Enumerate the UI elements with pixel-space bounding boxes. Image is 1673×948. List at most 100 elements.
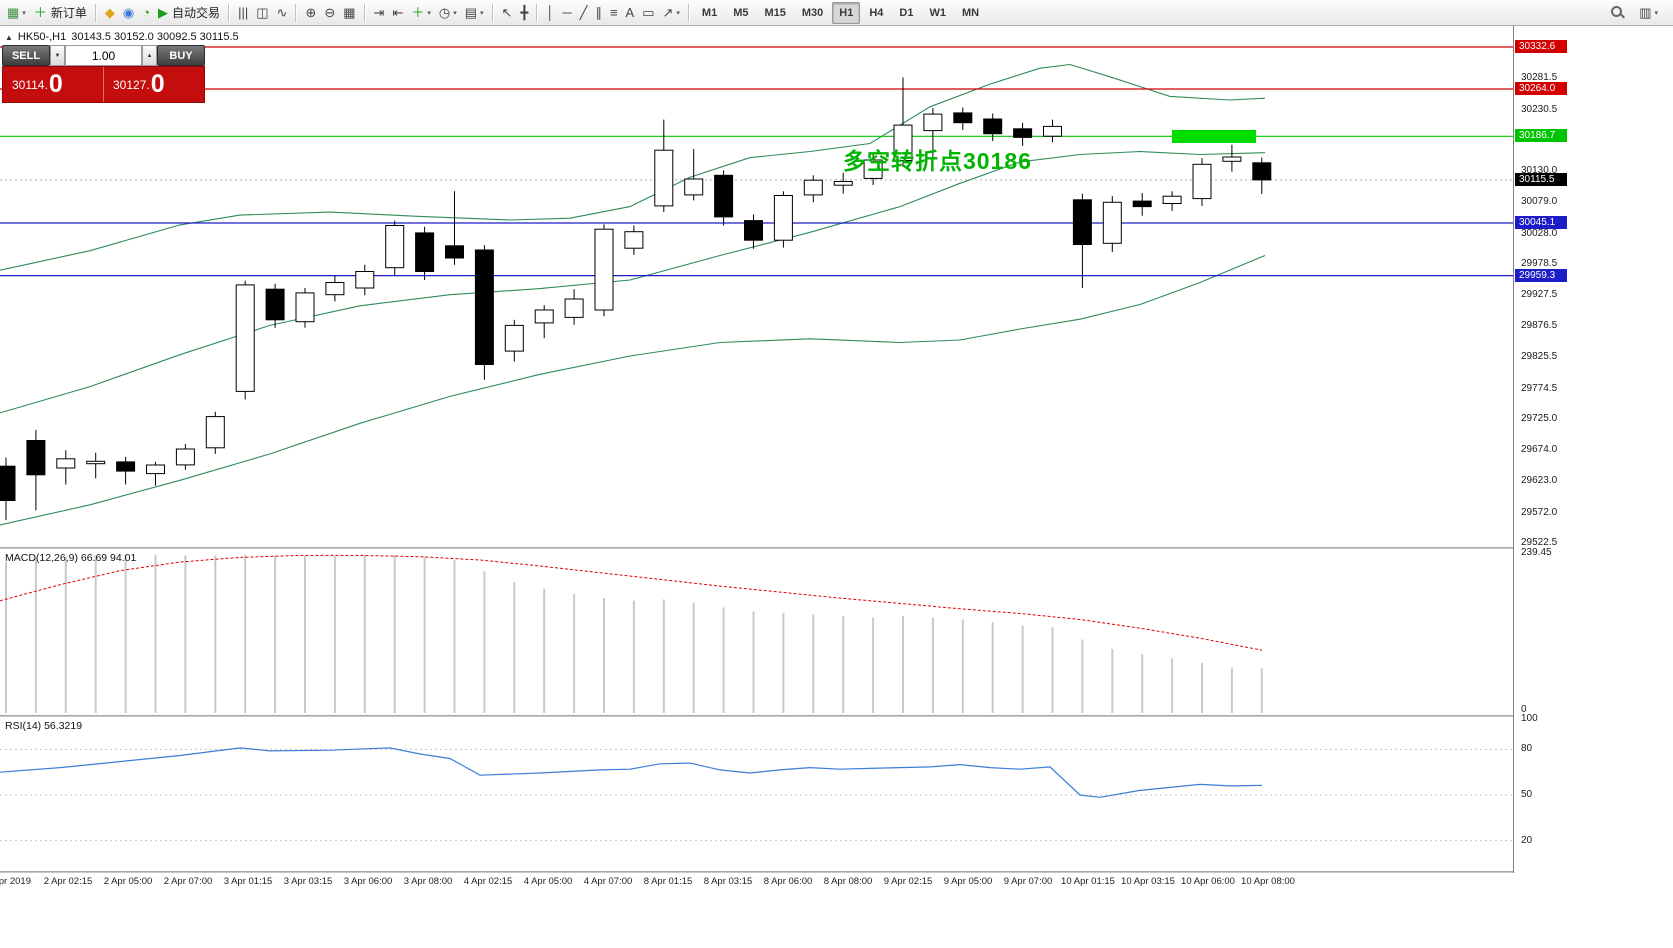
dropdown-caret-icon: ▾ xyxy=(427,9,431,17)
trade-panel-toggle-icon[interactable]: ▲ xyxy=(5,32,13,42)
candle-body xyxy=(205,416,225,449)
price-scale-label: 30130.0 xyxy=(1521,165,1558,176)
macd-axis-min: 0 xyxy=(1521,704,1527,715)
toolbar-separator xyxy=(94,3,97,22)
volume-decrease-button[interactable]: ▼ xyxy=(50,45,65,66)
toolbar-separator xyxy=(363,3,366,22)
candle-body xyxy=(803,179,823,196)
timeframe-m30-button[interactable]: M30 xyxy=(801,6,824,19)
macd-label: MACD(12,26,9) 66.69 94.01 xyxy=(5,552,137,564)
sell-price-big: 0 xyxy=(48,70,63,98)
candle-body xyxy=(175,448,195,466)
main-chart-canvas[interactable] xyxy=(0,26,1513,547)
equidistant-channel-tool-button[interactable]: ∥ xyxy=(591,2,606,24)
time-label: 8 Apr 01:15 xyxy=(643,876,693,887)
trendline-tool-button[interactable]: ╱ xyxy=(576,2,592,24)
zoom-out-button[interactable]: ⊖ xyxy=(320,2,339,24)
text-label-tool-icon: ▭ xyxy=(642,5,655,20)
buy-button[interactable]: BUY xyxy=(157,45,205,66)
volume-input[interactable] xyxy=(65,45,142,66)
candle-body xyxy=(116,461,136,472)
bar-chart-mode-button[interactable]: ||| xyxy=(234,2,252,24)
zoom-out-icon: ⊖ xyxy=(324,5,336,20)
indicators-button[interactable]: ＋ ▾ xyxy=(407,2,435,24)
crosshair-button[interactable]: ╋ xyxy=(516,2,532,24)
volume-increase-button[interactable]: ▲ xyxy=(142,45,157,66)
mql-editor-button[interactable]: ◆ xyxy=(101,2,119,24)
window-list-button[interactable]: ▥ ▾ xyxy=(1635,2,1662,24)
time-label: 8 Apr 03:15 xyxy=(703,876,753,887)
highlight-rectangle-object[interactable] xyxy=(1172,130,1256,143)
main-chart-panel[interactable]: 多空转折点30186 ▲ HK50-,H1 30143.5 30152.0 30… xyxy=(0,26,1513,547)
buy-price-button[interactable]: 30127. 0 xyxy=(103,67,204,102)
cursor-button[interactable]: ↖ xyxy=(498,2,517,24)
text-tool-icon: A xyxy=(625,5,635,20)
vertical-line-tool-button[interactable]: │ xyxy=(542,2,558,24)
line-chart-mode-icon: ∿ xyxy=(276,5,288,20)
candle-body xyxy=(504,324,524,352)
time-label: 1 Apr 2019 xyxy=(0,876,31,887)
auto-scroll-icon: ⇥ xyxy=(373,5,385,20)
toolbar-separator xyxy=(536,3,539,22)
line-chart-mode-button[interactable]: ∿ xyxy=(273,2,292,24)
community-icon: ◉ xyxy=(122,5,135,20)
buy-price-big: 0 xyxy=(150,70,165,98)
text-tool-button[interactable]: A xyxy=(622,2,639,24)
candlestick-mode-button[interactable]: ◫ xyxy=(252,2,272,24)
price-badge: 29959.3 xyxy=(1515,269,1567,282)
auto-scroll-button[interactable]: ⇥ xyxy=(370,2,389,24)
candle-body xyxy=(534,309,554,324)
fibonacci-tool-button[interactable]: ≡ xyxy=(606,2,622,24)
trade-panel-prices: 30114. 0 30127. 0 xyxy=(2,66,205,103)
timeframe-h1-button[interactable]: H1 xyxy=(832,1,861,24)
periods-icon: ◷ xyxy=(438,5,451,20)
new-chart-icon: ▦ xyxy=(7,5,20,20)
templates-button[interactable]: ▤ ▾ xyxy=(461,2,488,24)
economic-calendar-button[interactable]: ◔ xyxy=(138,2,154,24)
timeframe-m1-button[interactable]: M1 xyxy=(701,6,718,19)
price-axis[interactable]: 239.45 0 30281.5 30230.5 30130.0 30079.0 300… xyxy=(1513,26,1673,873)
rsi-label: RSI(14) 56.3219 xyxy=(5,720,83,732)
time-axis[interactable]: 1 Apr 2019 2 Apr 02:15 2 Apr 05:00 2 Apr 07… xyxy=(0,873,1673,891)
candle-body xyxy=(325,282,345,296)
bar-chart-mode-icon: ||| xyxy=(238,5,249,20)
autotrading-button[interactable]: ▶ 自动交易 xyxy=(154,2,224,24)
one-click-trade-panel: SELL ▼ ▲ BUY 30114. 0 30127. 0 xyxy=(2,45,205,103)
toolbar-separator xyxy=(687,3,690,22)
chart-annotation-text[interactable]: 多空转折点30186 xyxy=(843,148,1032,174)
text-label-tool-button[interactable]: ▭ xyxy=(638,2,658,24)
candle-body xyxy=(355,271,375,289)
tile-windows-button[interactable]: ▦ xyxy=(339,2,359,24)
search-icon[interactable] xyxy=(1610,5,1625,20)
timeframe-d1-button[interactable]: D1 xyxy=(899,6,914,19)
time-label: 2 Apr 05:00 xyxy=(103,876,153,887)
main-toolbar: ▦ ▾ ＋新订单 ◆ ◉ ◔ ▶ 自动交易 ||| ◫ ∿ ⊕ ⊖ ▦ ⇥ ⇤ ＋ ▾ ◷ ▾ ▤ ▾ ↖ ╋ │ ─ ╱ ∥ ≡ A ▭ ↗… xyxy=(0,0,1673,26)
sell-price-button[interactable]: 30114. 0 xyxy=(3,67,103,102)
macd-panel[interactable]: MACD(12,26,9) 66.69 94.01 xyxy=(0,549,1513,715)
community-button[interactable]: ◉ xyxy=(119,2,138,24)
candle-body xyxy=(564,298,584,318)
bollinger-upper-line xyxy=(0,63,1266,271)
rsi-panel[interactable]: RSI(14) 56.3219 xyxy=(0,717,1513,871)
chart-shift-button[interactable]: ⇤ xyxy=(388,2,407,24)
timeframe-m15-button[interactable]: M15 xyxy=(764,6,786,19)
sell-button[interactable]: SELL xyxy=(2,45,50,66)
new-order-button[interactable]: ＋新订单 xyxy=(30,2,91,24)
periods-button[interactable]: ◷ ▾ xyxy=(435,2,461,24)
timeframe-h4-button[interactable]: H4 xyxy=(869,6,884,19)
panel-divider-rsi[interactable] xyxy=(0,715,1673,717)
candles-layer xyxy=(0,77,1272,521)
timeframe-w1-button[interactable]: W1 xyxy=(929,6,946,19)
candle-body xyxy=(0,465,16,502)
candle-body xyxy=(1252,162,1272,181)
arrows-tool-button[interactable]: ↗ ▾ xyxy=(659,2,684,24)
zoom-in-button[interactable]: ⊕ xyxy=(301,2,320,24)
candle-body xyxy=(1222,156,1242,162)
toolbar-buttons: ▦ ▾ ＋新订单 ◆ ◉ ◔ ▶ 自动交易 ||| ◫ ∿ ⊕ ⊖ ▦ ⇥ ⇤ ＋ ▾ ◷ ▾ ▤ ▾ ↖ ╋ │ ─ ╱ ∥ ≡ A ▭ ↗… xyxy=(3,2,694,24)
rsi-axis-label: 100 xyxy=(1521,713,1538,724)
timeframe-mn-button[interactable]: MN xyxy=(961,6,980,19)
timeframe-m5-button[interactable]: M5 xyxy=(733,6,749,19)
panel-divider-macd[interactable] xyxy=(0,547,1673,549)
horizontal-line-tool-button[interactable]: ─ xyxy=(558,2,575,24)
new-chart-button[interactable]: ▦ ▾ xyxy=(3,2,30,24)
